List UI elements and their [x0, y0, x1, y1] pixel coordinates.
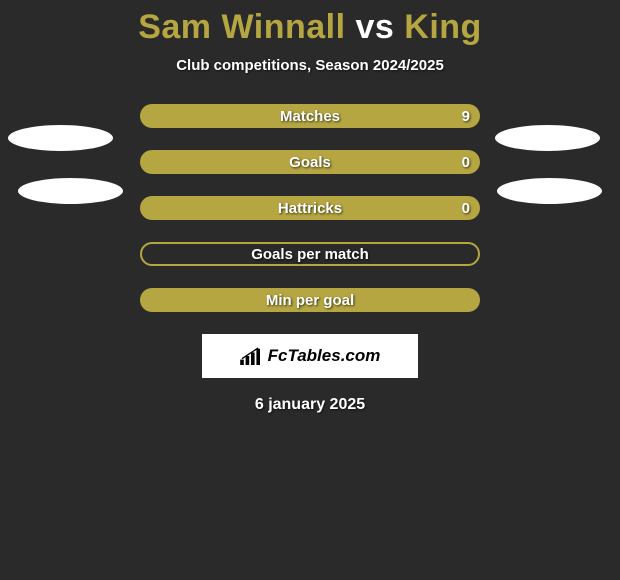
player2-name: King [404, 8, 482, 46]
stats-container: Matches 9 Goals 0 Hattricks 0 Goals per match M… [140, 104, 480, 312]
date-text: 6 january 2025 [0, 396, 620, 414]
decorative-ellipse [495, 125, 600, 151]
stat-bar: Min per goal [140, 288, 480, 312]
subtitle: Club competitions, Season 2024/2025 [0, 57, 620, 74]
stat-label: Min per goal [266, 292, 354, 309]
stat-bar: Hattricks 0 [140, 196, 480, 220]
logo-text: FcTables.com [268, 346, 381, 366]
stat-label: Goals per match [251, 246, 369, 263]
decorative-ellipse [497, 178, 602, 204]
vs-separator: vs [355, 8, 394, 46]
page-title: Sam Winnall vs King [0, 0, 620, 47]
decorative-ellipse [8, 125, 113, 151]
stat-value: 0 [462, 154, 470, 171]
stat-label: Goals [289, 154, 331, 171]
player1-name: Sam Winnall [138, 8, 345, 46]
stat-value: 0 [462, 200, 470, 217]
stat-bar: Matches 9 [140, 104, 480, 128]
stat-label: Matches [280, 108, 340, 125]
chart-icon [240, 347, 262, 365]
stat-bar: Goals per match [140, 242, 480, 266]
logo-box: FcTables.com [202, 334, 418, 378]
stat-value: 9 [462, 108, 470, 125]
stat-bar: Goals 0 [140, 150, 480, 174]
decorative-ellipse [18, 178, 123, 204]
stat-label: Hattricks [278, 200, 342, 217]
